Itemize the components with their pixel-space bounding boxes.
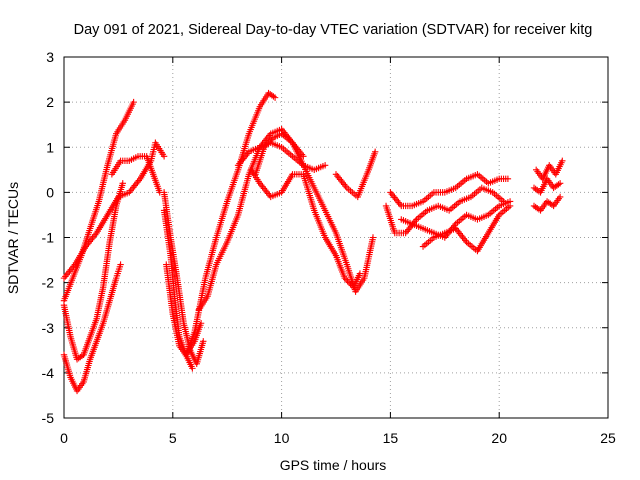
data-point [556,180,564,187]
data-point [263,141,271,148]
y-tick-label: 1 [46,139,54,155]
data-point [117,261,124,268]
data-point [119,180,126,187]
y-axis-label: SDTVAR / TECUs [5,182,21,294]
data-point [268,136,275,143]
data-series [182,89,279,359]
data-point [345,279,353,286]
chart-title: Day 091 of 2021, Sidereal Day-to-day VTE… [74,22,593,38]
x-axis-label: GPS time / hours [280,457,387,473]
y-tick-label: -3 [42,320,55,336]
data-series [387,171,512,210]
data-point [371,148,379,155]
axis-ticks [63,56,609,419]
data-point [200,338,207,345]
data-point [130,98,137,106]
y-tick-label: 3 [46,49,54,65]
data-series [332,148,379,201]
y-tick-label: -5 [42,410,55,426]
y-tick-label: -4 [42,365,55,381]
data-point [559,157,566,164]
data-point [504,175,512,183]
x-tick-label: 5 [169,430,177,446]
data-series [60,180,126,363]
data-series [60,98,137,304]
data-points [60,89,566,395]
data-point [265,139,272,146]
x-tick-label: 15 [383,430,399,446]
data-point [189,365,196,372]
x-tick-label: 0 [60,430,68,446]
data-point [341,274,348,282]
x-axis-tick-labels: 0 5 10 15 20 25 [60,430,616,446]
data-point [266,138,274,145]
y-tick-label: -2 [42,275,55,291]
data-point [369,234,377,241]
data-series [252,130,377,295]
y-axis-tick-labels: 3 2 1 0 -1 -2 -3 -4 -5 [42,49,55,426]
data-series [530,193,564,214]
data-series [530,175,564,196]
data-point [160,153,168,160]
data-series [108,153,163,196]
data-series [382,184,507,237]
x-tick-label: 20 [491,430,507,446]
y-tick-label: -1 [42,230,55,246]
data-point [300,153,307,160]
data-series [532,157,566,183]
data-series [60,261,124,395]
data-point [506,202,514,210]
data-point [260,144,268,151]
data-point [271,94,279,101]
y-tick-label: 0 [46,184,54,200]
y-tick-label: 2 [46,94,54,110]
data-series [60,139,168,282]
x-tick-label: 25 [600,430,616,446]
x-tick-label: 10 [274,430,290,446]
data-point [262,142,269,149]
data-series [419,202,514,255]
data-point [556,193,564,201]
data-point [342,276,350,283]
data-point [321,162,329,169]
